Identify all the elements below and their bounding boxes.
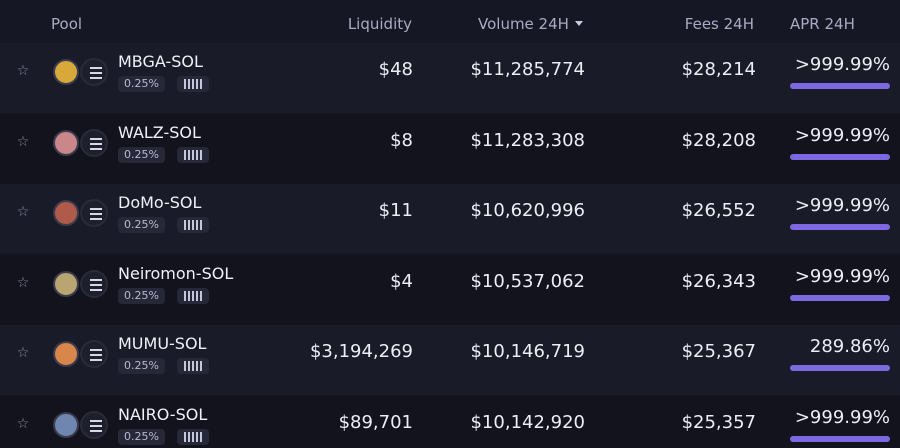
apr-bar xyxy=(790,83,890,89)
column-header-fees[interactable]: Fees 24H xyxy=(684,15,754,33)
apr-value: >999.99% xyxy=(794,266,890,287)
bin-step-icon xyxy=(177,147,209,163)
token-icon xyxy=(53,130,79,156)
apr-value: >999.99% xyxy=(794,407,890,428)
column-header-pool: Pool xyxy=(51,15,83,33)
pool-pair-name[interactable]: MUMU-SOL xyxy=(118,334,207,353)
star-icon[interactable]: ☆ xyxy=(16,275,30,291)
fee-tier-badge: 0.25% xyxy=(118,217,165,233)
apr-bar xyxy=(790,365,890,371)
table-row[interactable]: ☆ Neiromon-SOL 0.25% $4 $10,537,062 $26,343 >9… xyxy=(0,255,900,325)
pool-pair-name[interactable]: NAIRO-SOL xyxy=(118,405,208,424)
table-header: Pool Liquidity Volume 24H Fees 24H APR 2… xyxy=(0,0,900,50)
bin-step-icon xyxy=(177,429,209,445)
liquidity-value: $4 xyxy=(390,271,413,292)
fees-value: $25,367 xyxy=(681,341,756,362)
liquidity-value: $48 xyxy=(378,59,413,80)
column-header-volume[interactable]: Volume 24H xyxy=(478,15,583,33)
token-icon xyxy=(53,271,79,297)
solana-icon xyxy=(80,129,108,157)
bin-step-icon xyxy=(177,217,209,233)
apr-value: >999.99% xyxy=(794,195,890,216)
solana-icon xyxy=(80,411,108,439)
volume-value: $10,142,920 xyxy=(470,412,585,433)
apr-value: 289.86% xyxy=(809,336,890,357)
table-row[interactable]: ☆ DoMo-SOL 0.25% $11 $10,620,996 $26,552 >999.… xyxy=(0,184,900,254)
fees-value: $28,208 xyxy=(681,130,756,151)
token-icon xyxy=(53,59,79,85)
token-icon xyxy=(53,200,79,226)
fees-value: $28,214 xyxy=(681,59,756,80)
fee-tier-badge: 0.25% xyxy=(118,147,165,163)
liquidity-value: $3,194,269 xyxy=(309,341,413,362)
bin-step-icon xyxy=(177,358,209,374)
fee-tier-badge: 0.25% xyxy=(118,429,165,445)
fee-tier-badge: 0.25% xyxy=(118,76,165,92)
table-row[interactable]: ☆ NAIRO-SOL 0.25% $89,701 $10,142,920 $25,357… xyxy=(0,396,900,448)
apr-bar xyxy=(790,224,890,230)
column-header-apr[interactable]: APR 24H xyxy=(790,15,855,33)
fee-tier-badge: 0.25% xyxy=(118,358,165,374)
volume-value: $10,620,996 xyxy=(470,200,585,221)
fees-value: $26,343 xyxy=(681,271,756,292)
volume-value: $11,283,308 xyxy=(470,130,585,151)
star-icon[interactable]: ☆ xyxy=(16,134,30,150)
liquidity-value: $8 xyxy=(390,130,413,151)
fees-value: $25,357 xyxy=(681,412,756,433)
volume-value: $10,146,719 xyxy=(470,341,585,362)
fees-value: $26,552 xyxy=(681,200,756,221)
table-row[interactable]: ☆ MUMU-SOL 0.25% $3,194,269 $10,146,719 $25,3… xyxy=(0,325,900,395)
apr-bar xyxy=(790,436,890,442)
token-icon xyxy=(53,412,79,438)
volume-value: $10,537,062 xyxy=(470,271,585,292)
star-icon[interactable]: ☆ xyxy=(16,204,30,220)
apr-bar xyxy=(790,295,890,301)
solana-icon xyxy=(80,199,108,227)
liquidity-value: $11 xyxy=(378,200,413,221)
solana-icon xyxy=(80,58,108,86)
table-row[interactable]: ☆ WALZ-SOL 0.25% $8 $11,283,308 $28,208 >999.9… xyxy=(0,114,900,184)
star-icon[interactable]: ☆ xyxy=(16,345,30,361)
column-header-liquidity[interactable]: Liquidity xyxy=(347,15,412,33)
pool-pair-name[interactable]: WALZ-SOL xyxy=(118,123,201,142)
column-header-volume-label: Volume 24H xyxy=(478,15,569,33)
bin-step-icon xyxy=(177,288,209,304)
apr-bar xyxy=(790,154,890,160)
bin-step-icon xyxy=(177,76,209,92)
pool-pair-name[interactable]: Neiromon-SOL xyxy=(118,264,234,283)
pool-pair-name[interactable]: MBGA-SOL xyxy=(118,52,203,71)
table-row[interactable]: ☆ MBGA-SOL 0.25% $48 $11,285,774 $28,214 >999.… xyxy=(0,43,900,113)
star-icon[interactable]: ☆ xyxy=(16,63,30,79)
caret-down-icon xyxy=(574,21,583,26)
star-icon[interactable]: ☆ xyxy=(16,416,30,432)
solana-icon xyxy=(80,340,108,368)
apr-value: >999.99% xyxy=(794,125,890,146)
fee-tier-badge: 0.25% xyxy=(118,288,165,304)
liquidity-value: $89,701 xyxy=(338,412,413,433)
volume-value: $11,285,774 xyxy=(470,59,585,80)
solana-icon xyxy=(80,270,108,298)
token-icon xyxy=(53,341,79,367)
apr-value: >999.99% xyxy=(794,54,890,75)
pool-pair-name[interactable]: DoMo-SOL xyxy=(118,193,202,212)
